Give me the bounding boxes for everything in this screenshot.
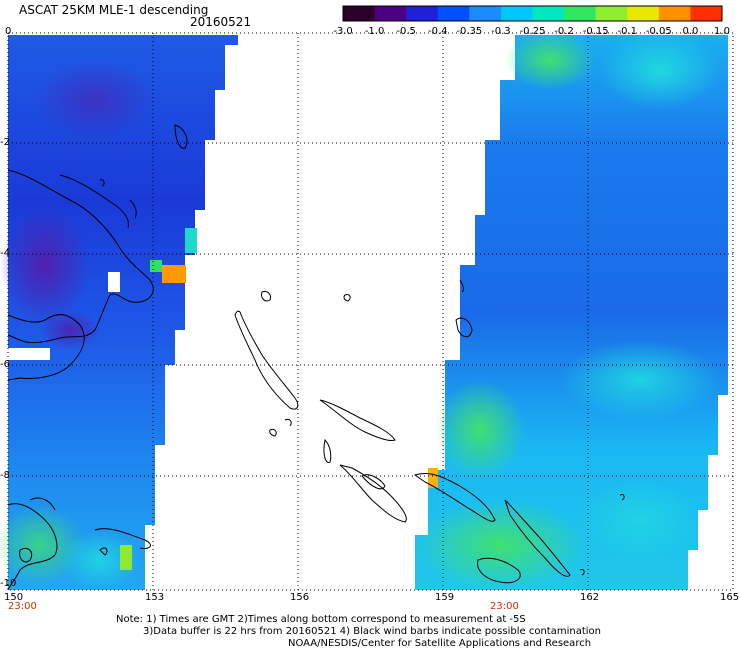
note-line-3: NOAA/NESDIS/Center for Satellite Applica… — [288, 638, 592, 649]
time-label-left: 23:00 — [8, 601, 37, 612]
x-tick-label: 150 — [4, 592, 24, 603]
colorbar-swatch — [406, 6, 439, 21]
colorbar-tick-label: -0.1 — [617, 26, 638, 37]
colorbar-swatch — [500, 6, 533, 21]
right-swath — [415, 30, 728, 590]
colorbar-labels: -3.0 -1.0 -0.5 -0.4 -0.35 -0.3 -0.25 -0.2 -0.15-… — [331, 26, 731, 38]
colorbar-tick-label: -0.15 — [582, 26, 609, 37]
x-tick-label: 156 — [290, 592, 310, 603]
colorbar-tick-label: -0.05 — [645, 26, 672, 37]
lat-lon-grid — [8, 33, 733, 590]
time-label-right: 23:00 — [490, 601, 519, 612]
colorbar-tick-label: -0.25 — [519, 26, 546, 37]
y-tick-label: -8 — [0, 470, 10, 481]
map-date: 20160521 — [190, 15, 252, 29]
colorbar-tick-label: -0.35 — [456, 26, 483, 37]
colorbar-tick-label: -0.3 — [491, 26, 511, 37]
map-frame — [7, 32, 734, 591]
colorbar-frame — [342, 5, 723, 22]
y-tick-label: -2 — [0, 137, 10, 148]
colorbar-tick-label: -0.2 — [554, 26, 574, 37]
colorbar — [342, 5, 723, 22]
colorbar-swatch — [532, 6, 565, 21]
x-tick-label: 153 — [145, 592, 165, 603]
colorbar-swatch — [690, 6, 723, 21]
colorbar-tick-label: -1.0 — [364, 26, 385, 37]
colorbar-tick-label: -3.0 — [333, 26, 353, 37]
colorbar-swatch — [437, 6, 470, 21]
map-title: ASCAT 25KM MLE-1 descending — [19, 3, 209, 17]
note-line-1: Note: 1) Times are GMT 2)Times along bot… — [116, 614, 526, 625]
x-tick-label: 159 — [435, 592, 455, 603]
y-tick-label: -10 — [0, 578, 17, 589]
colorbar-swatch — [469, 6, 502, 21]
left-swath — [0, 35, 238, 590]
colorbar-swatch — [658, 6, 691, 21]
colorbar-tick-label: 1.0 — [714, 26, 730, 37]
y-tick-label: -6 — [0, 359, 10, 370]
colorbar-swatch — [627, 6, 660, 21]
x-tick-label: 165 — [720, 592, 740, 603]
coastlines — [7, 124, 625, 591]
colorbar-tick-label: -0.5 — [396, 26, 416, 37]
note-line-2: 3)Data buffer is 22 hrs from 20160521 4)… — [143, 626, 601, 637]
colorbar-swatch — [595, 6, 628, 21]
colorbar-swatch — [343, 6, 376, 21]
x-tick-label: 162 — [580, 592, 600, 603]
colorbar-tick-label: -0.4 — [427, 26, 448, 37]
y-tick-label: -4 — [0, 248, 10, 259]
colorbar-swatch — [374, 6, 407, 21]
colorbar-tick-label: 0.0 — [682, 26, 699, 37]
colorbar-swatch — [564, 6, 597, 21]
y-tick-label: 0 — [5, 26, 12, 37]
